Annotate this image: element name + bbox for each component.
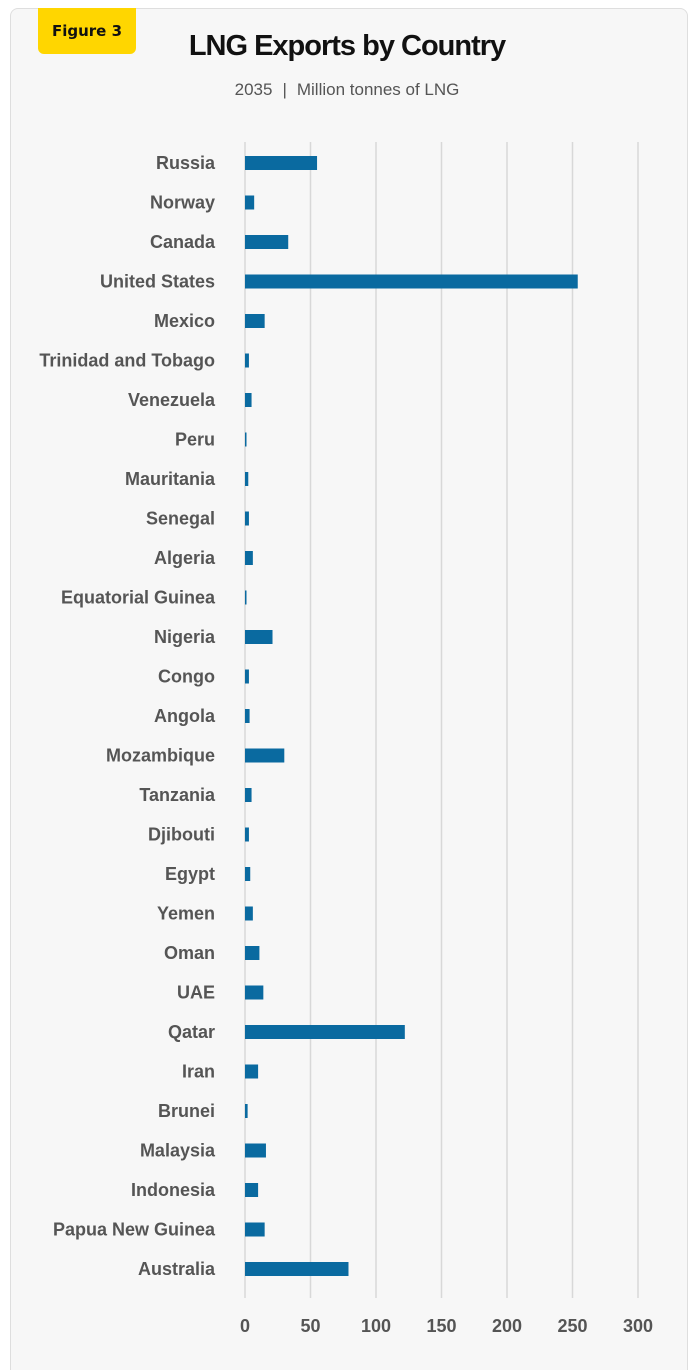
chart-title: LNG Exports by Country bbox=[188, 30, 506, 62]
bar bbox=[245, 393, 252, 407]
x-tick-label: 0 bbox=[240, 1316, 250, 1336]
subtitle-unit: Million tonnes of LNG bbox=[296, 80, 460, 99]
category-label: Russia bbox=[156, 153, 216, 173]
bar bbox=[245, 314, 265, 328]
category-label: Mexico bbox=[154, 311, 215, 331]
x-tick-label: 100 bbox=[361, 1316, 391, 1336]
bar bbox=[245, 906, 253, 921]
category-label: Malaysia bbox=[140, 1141, 216, 1161]
subtitle-year: 2035 bbox=[234, 80, 273, 99]
category-label: Mozambique bbox=[106, 746, 215, 766]
x-tick-label: 200 bbox=[492, 1316, 522, 1336]
category-label: Canada bbox=[150, 232, 216, 252]
category-label: Yemen bbox=[157, 904, 215, 924]
bar bbox=[245, 946, 260, 960]
bar bbox=[245, 1104, 248, 1118]
category-label: Algeria bbox=[154, 548, 216, 568]
figure-badge: Figure 3 bbox=[38, 8, 136, 54]
bar bbox=[245, 353, 249, 368]
category-label: Mauritania bbox=[125, 469, 216, 489]
category-label: Equatorial Guinea bbox=[61, 588, 216, 608]
bar bbox=[245, 709, 250, 723]
category-label: Trinidad and Tobago bbox=[39, 351, 215, 371]
x-tick-label: 50 bbox=[300, 1316, 320, 1336]
category-label: Senegal bbox=[146, 509, 215, 529]
category-label: Nigeria bbox=[154, 627, 216, 647]
bar bbox=[245, 748, 285, 763]
category-label: Djibouti bbox=[148, 825, 215, 845]
category-label: Papua New Guinea bbox=[53, 1220, 216, 1240]
category-label: United States bbox=[100, 272, 215, 292]
bar bbox=[245, 867, 251, 881]
bar bbox=[245, 788, 252, 802]
category-label: Congo bbox=[158, 667, 215, 687]
category-label: Norway bbox=[150, 193, 215, 213]
category-label: Indonesia bbox=[131, 1180, 216, 1200]
x-tick-label: 250 bbox=[557, 1316, 587, 1336]
bar bbox=[245, 1143, 266, 1158]
bar bbox=[245, 669, 249, 684]
category-label: Egypt bbox=[165, 864, 215, 884]
category-label: Peru bbox=[175, 430, 215, 450]
bar bbox=[245, 1262, 349, 1276]
bar bbox=[245, 985, 264, 1000]
bar bbox=[245, 1222, 265, 1237]
chart-panel bbox=[10, 8, 688, 1370]
x-tick-labels: 0 50 100 150 200 250 300 bbox=[240, 1316, 653, 1336]
bar bbox=[245, 551, 253, 565]
bars bbox=[245, 156, 578, 1276]
bar bbox=[245, 1064, 259, 1079]
category-label: Tanzania bbox=[139, 785, 216, 805]
bar bbox=[245, 1025, 405, 1039]
bar bbox=[245, 511, 249, 526]
bar bbox=[245, 195, 255, 210]
x-tick-label: 150 bbox=[426, 1316, 456, 1336]
bar bbox=[245, 827, 249, 842]
bar bbox=[245, 432, 247, 447]
category-label: Angola bbox=[154, 706, 216, 726]
bar bbox=[245, 156, 318, 170]
bar bbox=[245, 630, 273, 644]
chart-subtitle: 2035 | Million tonnes of LNG bbox=[0, 80, 694, 100]
gridlines bbox=[244, 142, 639, 1298]
category-label: Qatar bbox=[168, 1022, 215, 1042]
bar bbox=[245, 590, 247, 605]
subtitle-separator: | bbox=[282, 80, 287, 99]
bar bbox=[245, 472, 249, 486]
category-label: UAE bbox=[177, 983, 215, 1003]
x-tick-label: 300 bbox=[623, 1316, 653, 1336]
bar bbox=[245, 235, 289, 249]
category-label: Oman bbox=[164, 943, 215, 963]
category-label: Brunei bbox=[158, 1101, 215, 1121]
bar bbox=[245, 1183, 259, 1197]
category-label: Venezuela bbox=[128, 390, 216, 410]
category-labels: Russia Norway Canada United States Mexico Tri… bbox=[39, 153, 216, 1279]
category-label: Iran bbox=[182, 1062, 215, 1082]
bar bbox=[245, 274, 578, 289]
category-label: Australia bbox=[138, 1259, 216, 1279]
